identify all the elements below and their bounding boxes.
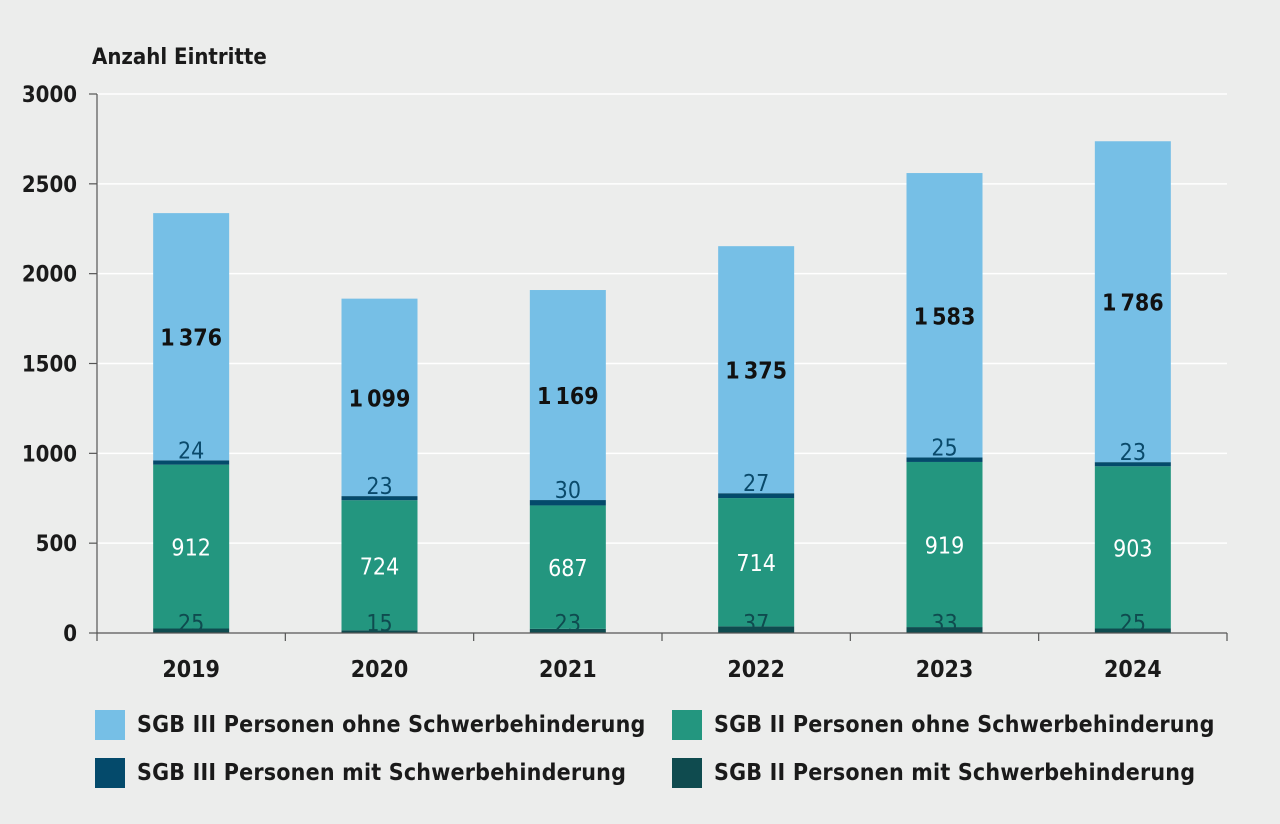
- bar-segment: [341, 298, 418, 497]
- bars: [153, 141, 1171, 633]
- data-label: 27: [743, 471, 769, 497]
- data-label: 1 099: [349, 386, 411, 412]
- data-label: 25: [931, 435, 957, 461]
- data-label: 23: [1120, 440, 1146, 466]
- bar-segment: [906, 461, 983, 628]
- bar-segment: [906, 627, 983, 633]
- data-label: 15: [366, 611, 392, 637]
- bar-segment: [906, 173, 983, 458]
- data-label: 33: [931, 611, 957, 637]
- y-tick-label: 1500: [22, 353, 77, 378]
- bar-segment: [529, 628, 606, 633]
- y-axis-title: Anzahl Eintritte: [92, 45, 267, 70]
- y-tick-label: 0: [63, 622, 77, 647]
- x-tick-label: 2023: [916, 657, 974, 683]
- bar-segment: [718, 498, 795, 627]
- bar-segment: [718, 493, 795, 499]
- y-tick-label: 2000: [22, 263, 77, 288]
- data-label: 714: [736, 551, 776, 577]
- y-tick-label: 3000: [22, 83, 77, 108]
- bar-segment: [341, 500, 418, 631]
- data-label: 1 375: [725, 359, 787, 385]
- data-label: 24: [178, 438, 204, 464]
- bar-segment: [906, 457, 983, 462]
- data-label: 1 786: [1102, 291, 1164, 317]
- data-label: 687: [548, 556, 588, 582]
- bar-segment: [1094, 628, 1171, 633]
- y-tick-label: 500: [36, 532, 77, 557]
- bar-segment: [529, 505, 606, 629]
- data-label: 1 583: [914, 304, 976, 330]
- bar-segment: [718, 626, 795, 633]
- data-label: 30: [555, 478, 581, 504]
- y-tick-label: 2500: [22, 173, 77, 198]
- bar-segment: [718, 246, 795, 494]
- data-label: 919: [925, 534, 965, 560]
- data-label: 724: [360, 554, 400, 580]
- x-tick-label: 2021: [539, 657, 597, 683]
- x-tick-label: 2019: [162, 657, 220, 683]
- bar-segment: [153, 213, 230, 461]
- bar-segment: [341, 630, 418, 633]
- data-label: 25: [1120, 611, 1146, 637]
- bar-segment: [1094, 466, 1171, 629]
- bar-segment: [153, 464, 230, 629]
- y-tick-label: 1000: [22, 442, 77, 467]
- bar-segment: [1094, 462, 1171, 467]
- x-tick-label: 2020: [351, 657, 409, 683]
- data-label: 23: [555, 611, 581, 637]
- data-label: 1 169: [537, 384, 599, 410]
- data-label: 903: [1113, 536, 1153, 562]
- bar-segment: [1094, 141, 1171, 463]
- data-label: 23: [366, 474, 392, 500]
- bar-segment: [153, 460, 230, 465]
- bar-segment: [529, 500, 606, 506]
- x-tick-label: 2022: [727, 657, 785, 683]
- gridlines: [97, 93, 1227, 544]
- data-label: 25: [178, 611, 204, 637]
- data-label: 37: [743, 611, 769, 637]
- x-tick-label: 2024: [1104, 657, 1162, 683]
- data-label: 1 376: [160, 326, 222, 352]
- bar-segment: [341, 496, 418, 501]
- axes: 0 500 1000 1500 2000 2500 3000 2019 2020 2021 2022…: [22, 83, 1228, 683]
- data-label: 912: [171, 536, 211, 562]
- bar-segment: [153, 628, 230, 633]
- bar-segment: [529, 290, 606, 501]
